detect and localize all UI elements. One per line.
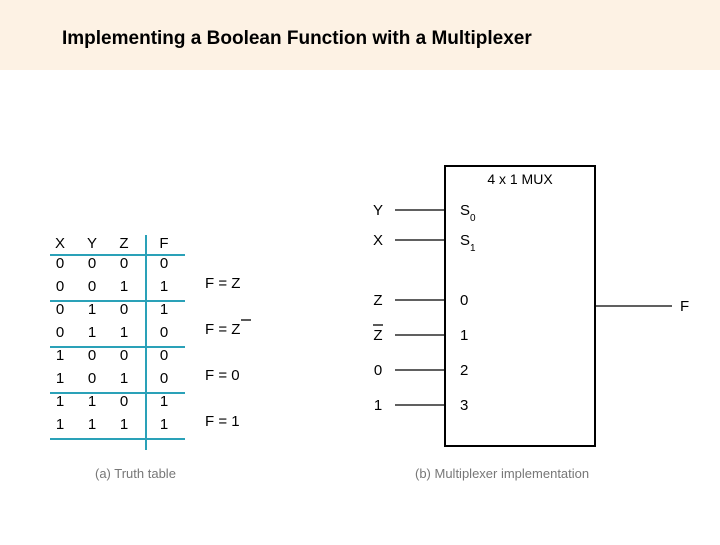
table-header: Z xyxy=(119,235,128,252)
table-cell: 0 xyxy=(160,324,168,341)
group-label: F = Z xyxy=(205,275,240,292)
table-cell: 1 xyxy=(160,301,168,318)
slide-header: Implementing a Boolean Function with a M… xyxy=(0,0,720,70)
mux-input-label: Z xyxy=(373,327,382,344)
mux-input-label: 1 xyxy=(374,397,382,414)
table-cell: 1 xyxy=(56,393,64,410)
diagram-svg: XYZF00000011010101101000101011011111F = … xyxy=(0,70,720,540)
table-cell: 0 xyxy=(160,347,168,364)
table-cell: 1 xyxy=(120,370,128,387)
table-cell: 0 xyxy=(160,370,168,387)
table-cell: 1 xyxy=(56,370,64,387)
table-cell: 1 xyxy=(120,324,128,341)
table-header: F xyxy=(159,235,168,252)
table-cell: 1 xyxy=(120,278,128,295)
table-cell: 0 xyxy=(56,301,64,318)
table-cell: 0 xyxy=(56,324,64,341)
group-label: F = 1 xyxy=(205,413,240,430)
table-cell: 1 xyxy=(88,416,96,433)
table-cell: 0 xyxy=(120,347,128,364)
table-cell: 1 xyxy=(160,278,168,295)
table-cell: 0 xyxy=(88,278,96,295)
mux-pin-label: 1 xyxy=(460,327,468,344)
mux-box-label: 4 x 1 MUX xyxy=(487,171,553,187)
table-cell: 0 xyxy=(56,255,64,272)
table-cell: 0 xyxy=(88,255,96,272)
slide-title: Implementing a Boolean Function with a M… xyxy=(62,28,532,50)
mux-pin-label: 3 xyxy=(460,397,468,414)
table-cell: 1 xyxy=(160,393,168,410)
table-cell: 0 xyxy=(88,370,96,387)
table-cell: 1 xyxy=(88,393,96,410)
table-cell: 1 xyxy=(88,324,96,341)
mux-caption: (b) Multiplexer implementation xyxy=(415,466,589,481)
group-label: F = 0 xyxy=(205,367,240,384)
mux-input-label: 0 xyxy=(374,362,382,379)
slide-content: XYZF00000011010101101000101011011111F = … xyxy=(0,70,720,540)
mux-input-label: Z xyxy=(373,292,382,309)
table-cell: 0 xyxy=(88,347,96,364)
mux-pin-label: 0 xyxy=(460,292,468,309)
mux-pin-label: 2 xyxy=(460,362,468,379)
table-cell: 1 xyxy=(120,416,128,433)
table-cell: 1 xyxy=(56,416,64,433)
mux-output-label: F xyxy=(680,298,689,315)
table-cell: 1 xyxy=(88,301,96,318)
table-cell: 0 xyxy=(160,255,168,272)
truth-table-caption: (a) Truth table xyxy=(95,466,176,481)
table-header: Y xyxy=(87,235,97,252)
group-label: F = Z xyxy=(205,321,240,338)
table-cell: 1 xyxy=(160,416,168,433)
table-cell: 1 xyxy=(56,347,64,364)
table-cell: 0 xyxy=(120,393,128,410)
table-cell: 0 xyxy=(120,255,128,272)
table-cell: 0 xyxy=(56,278,64,295)
mux-input-label: X xyxy=(373,232,383,249)
mux-input-label: Y xyxy=(373,202,383,219)
table-header: X xyxy=(55,235,65,252)
table-cell: 0 xyxy=(120,301,128,318)
